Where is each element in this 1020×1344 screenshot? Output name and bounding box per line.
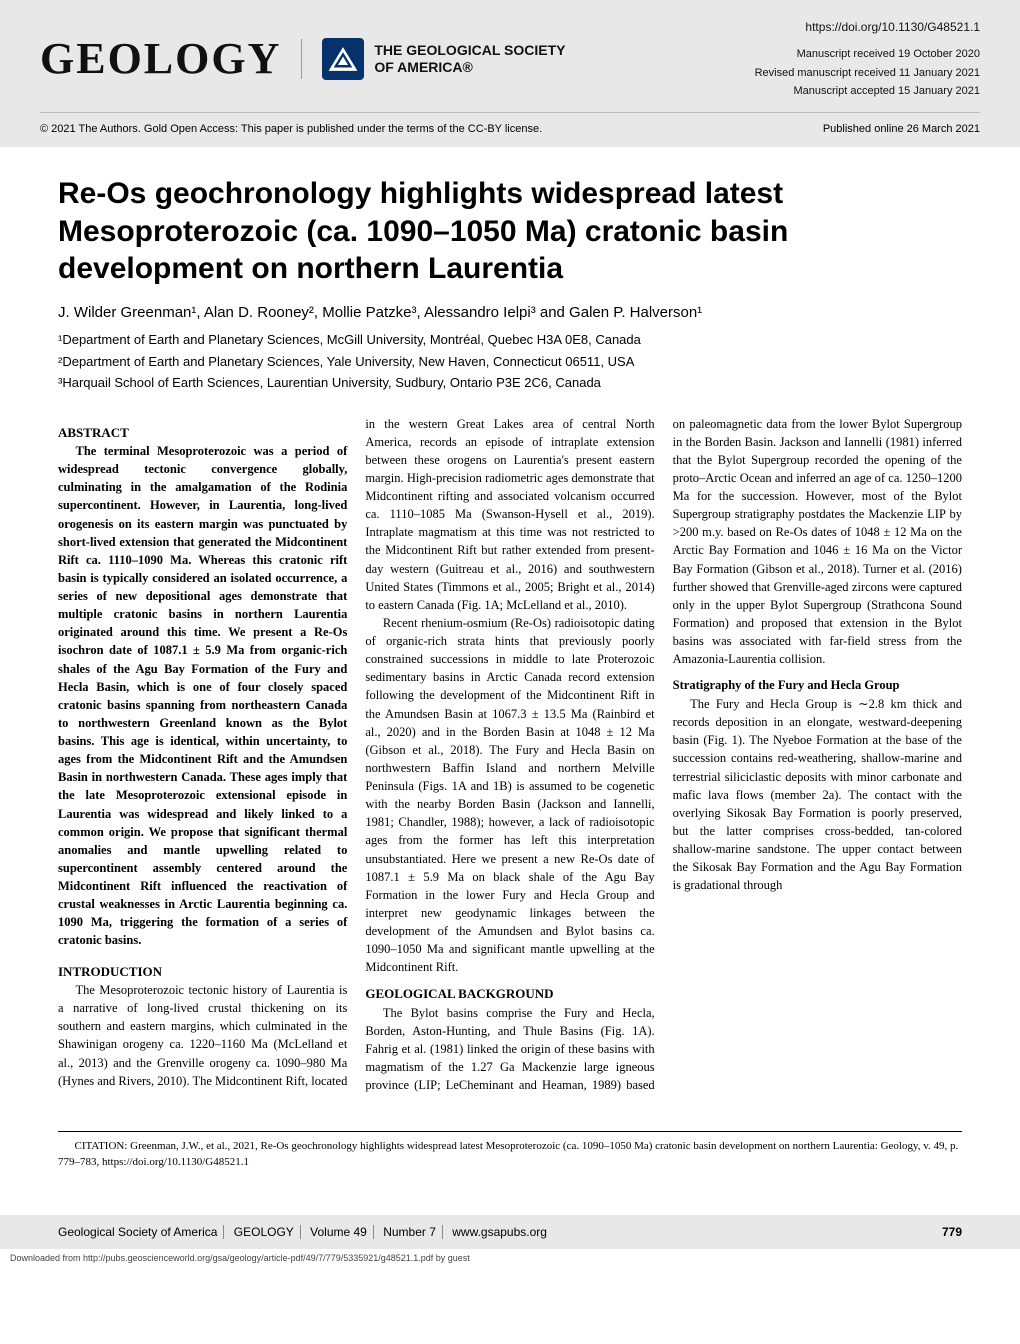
society-block: THE GEOLOGICAL SOCIETY OF AMERICA® [322,38,565,80]
abstract-body: The terminal Mesoproterozoic was a perio… [58,442,347,950]
citation-text: CITATION: Greenman, J.W., et al., 2021, … [58,1138,962,1171]
manuscript-revised: Revised manuscript received 11 January 2… [755,65,980,82]
society-name: THE GEOLOGICAL SOCIETY OF AMERICA® [374,42,565,76]
society-line1: THE GEOLOGICAL SOCIETY [374,42,565,59]
introduction-p2: Recent rhenium-osmium (Re-Os) radioisoto… [365,614,654,977]
citation-block: CITATION: Greenman, J.W., et al., 2021, … [58,1131,962,1171]
introduction-heading: INTRODUCTION [58,962,347,982]
abstract-heading: ABSTRACT [58,423,347,443]
article-content: Re-Os geochronology highlights widesprea… [0,147,1020,1191]
header-right: https://doi.org/10.1130/G48521.1 Manuscr… [755,18,980,100]
background-heading: GEOLOGICAL BACKGROUND [365,984,654,1004]
society-line2: OF AMERICA® [374,59,565,76]
footer-url[interactable]: www.gsapubs.org [446,1225,553,1239]
footer-volume: Volume 49 [304,1225,374,1239]
affiliations: ¹Department of Earth and Planetary Scien… [58,330,962,393]
doi-link[interactable]: https://doi.org/10.1130/G48521.1 [755,18,980,36]
article-title: Re-Os geochronology highlights widesprea… [58,175,962,288]
affiliation-3: ³Harquail School of Earth Sciences, Laur… [58,373,962,393]
journal-logo: GEOLOGY [40,26,281,92]
header-left: GEOLOGY THE GEOLOGICAL SOCIETY OF AMERIC… [40,26,565,92]
footer-left: Geological Society of America GEOLOGY Vo… [58,1223,553,1241]
stratigraphy-p1: The Fury and Hecla Group is ∼2.8 km thic… [673,695,962,894]
gsa-logo-icon [322,38,364,80]
footer-journal: GEOLOGY [228,1225,301,1239]
page-number: 779 [942,1223,962,1241]
affiliation-1: ¹Department of Earth and Planetary Scien… [58,330,962,350]
stratigraphy-heading: Stratigraphy of the Fury and Hecla Group [673,676,962,695]
body-columns: ABSTRACT The terminal Mesoproterozoic wa… [58,415,962,1105]
manuscript-dates: Manuscript received 19 October 2020 Revi… [755,46,980,100]
manuscript-accepted: Manuscript accepted 15 January 2021 [755,83,980,100]
footer-society: Geological Society of America [58,1225,224,1239]
footer-bar: Geological Society of America GEOLOGY Vo… [0,1215,1020,1249]
affiliation-2: ²Department of Earth and Planetary Scien… [58,352,962,372]
manuscript-received: Manuscript received 19 October 2020 [755,46,980,63]
license-text: © 2021 The Authors. Gold Open Access: Th… [40,121,542,138]
header-bottom: © 2021 The Authors. Gold Open Access: Th… [40,112,980,138]
vertical-divider [301,39,302,79]
header-band: GEOLOGY THE GEOLOGICAL SOCIETY OF AMERIC… [0,0,1020,147]
footer-number: Number 7 [377,1225,443,1239]
author-list: J. Wilder Greenman¹, Alan D. Rooney², Mo… [58,302,962,325]
header-top: GEOLOGY THE GEOLOGICAL SOCIETY OF AMERIC… [40,18,980,100]
published-online: Published online 26 March 2021 [823,121,980,138]
download-note: Downloaded from http://pubs.geosciencewo… [0,1249,1020,1264]
